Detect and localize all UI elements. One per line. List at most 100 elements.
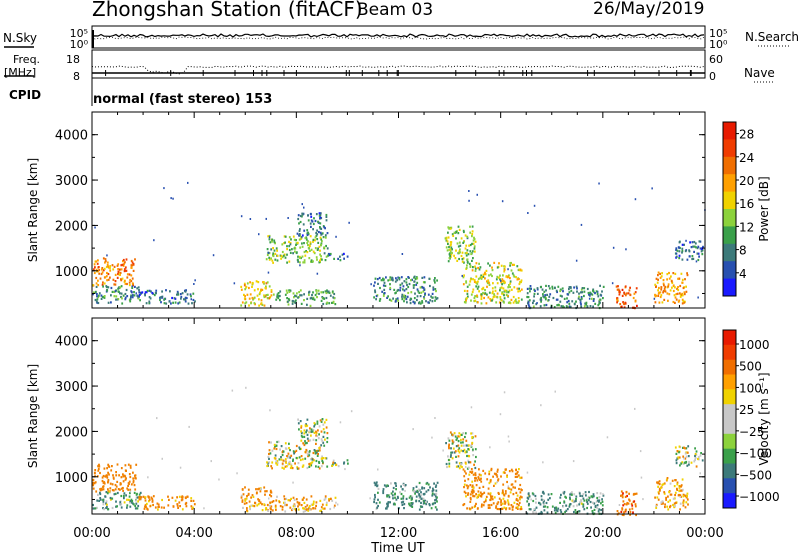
cpid-label: CPID	[9, 88, 41, 102]
echo-cell	[247, 294, 249, 296]
echo-cell	[664, 503, 666, 505]
echo-cell	[502, 489, 504, 491]
echo-cell	[413, 487, 415, 489]
echo-cell	[318, 293, 320, 295]
echo-cell	[543, 291, 545, 293]
echo-cell	[476, 484, 478, 486]
echo-cell	[165, 303, 167, 305]
echo-cell	[602, 493, 604, 495]
echo-cell	[540, 299, 542, 301]
echo-cell	[277, 297, 279, 299]
echo-cell	[123, 495, 125, 497]
echo-cell	[636, 287, 638, 289]
echo-cell	[286, 292, 288, 294]
echo-cell	[280, 456, 282, 458]
echo-cell	[279, 295, 281, 297]
echo-cell	[282, 251, 284, 253]
echo-cell	[472, 495, 474, 497]
echo-cell	[244, 284, 246, 286]
echo-cell	[309, 450, 311, 452]
echo-cell	[299, 456, 301, 458]
colorbar-segment	[723, 464, 736, 479]
echo-cell	[374, 289, 376, 291]
echo-cell	[186, 505, 188, 507]
echo-cell	[573, 292, 575, 294]
echo-cell	[260, 488, 262, 490]
echo-cell	[561, 295, 563, 297]
echo-cell	[471, 491, 473, 493]
echo-cell	[510, 491, 512, 493]
colorbar-segment	[723, 375, 736, 390]
echo-cell	[486, 478, 488, 480]
echo-cell	[292, 508, 294, 510]
echo-cell	[405, 484, 407, 486]
echo-cell	[373, 501, 375, 503]
colorbar-segment	[723, 493, 736, 508]
echo-cell	[276, 464, 278, 466]
echo-cell	[685, 501, 687, 503]
echo-cell	[145, 291, 147, 293]
echo-cell	[598, 510, 600, 512]
echo-cell	[580, 303, 582, 305]
echo-cell	[578, 296, 580, 298]
echo-cell	[125, 266, 127, 268]
echo-cell	[98, 266, 100, 268]
echo-cell	[452, 235, 454, 237]
echo-cell	[489, 504, 491, 506]
echo-cell	[113, 489, 115, 491]
echo-cell	[252, 297, 254, 299]
echo-cell	[467, 492, 469, 494]
echo-cell	[267, 254, 269, 256]
echo-cell	[264, 494, 266, 496]
echo-cell	[272, 450, 274, 452]
echo-cell	[689, 241, 691, 243]
echo-cell	[409, 299, 411, 301]
echo-cell	[502, 491, 504, 493]
echo-cell	[176, 496, 178, 498]
echo-cell	[657, 282, 659, 284]
echo-cell	[456, 445, 458, 447]
echo-cell	[463, 486, 465, 488]
echo-cell	[112, 291, 114, 293]
echo-cell	[322, 461, 324, 463]
echo-cell	[120, 278, 122, 280]
echo-cell	[436, 279, 438, 281]
echo-cell	[488, 488, 490, 490]
echo-cell	[114, 493, 116, 495]
echo-cell	[414, 297, 416, 299]
echo-cell	[269, 285, 271, 287]
echo-cell	[511, 504, 513, 506]
echo-cell	[93, 507, 95, 509]
echo-cell	[129, 273, 131, 275]
echo-cell	[626, 491, 628, 493]
echo-cell	[309, 427, 311, 429]
echo-cell	[580, 500, 582, 502]
echo-cell	[379, 277, 381, 279]
echo-cell	[303, 207, 305, 209]
echo-cell	[517, 302, 519, 304]
echo-cell	[579, 495, 581, 497]
echo-cell	[109, 265, 111, 267]
echo-cell	[254, 505, 256, 507]
echo-cell	[107, 508, 109, 510]
echo-cell	[520, 506, 522, 508]
echo-cell	[667, 300, 669, 302]
echo-cell	[149, 290, 151, 292]
echo-cell	[275, 499, 277, 501]
echo-cell	[403, 503, 405, 505]
echo-cell	[498, 478, 500, 480]
echo-cell	[576, 504, 578, 506]
echo-cell	[554, 507, 556, 509]
echo-cell	[103, 257, 105, 259]
echo-cell	[194, 503, 196, 505]
echo-cell	[447, 240, 449, 242]
echo-cell	[282, 454, 284, 456]
echo-cell	[313, 425, 315, 427]
echo-cell	[258, 298, 260, 300]
echo-cell	[313, 239, 315, 241]
echo-cell	[318, 433, 320, 435]
echo-cell	[347, 463, 349, 465]
echo-cell	[435, 490, 437, 492]
echo-cell	[119, 501, 121, 503]
echo-cell	[654, 284, 656, 286]
